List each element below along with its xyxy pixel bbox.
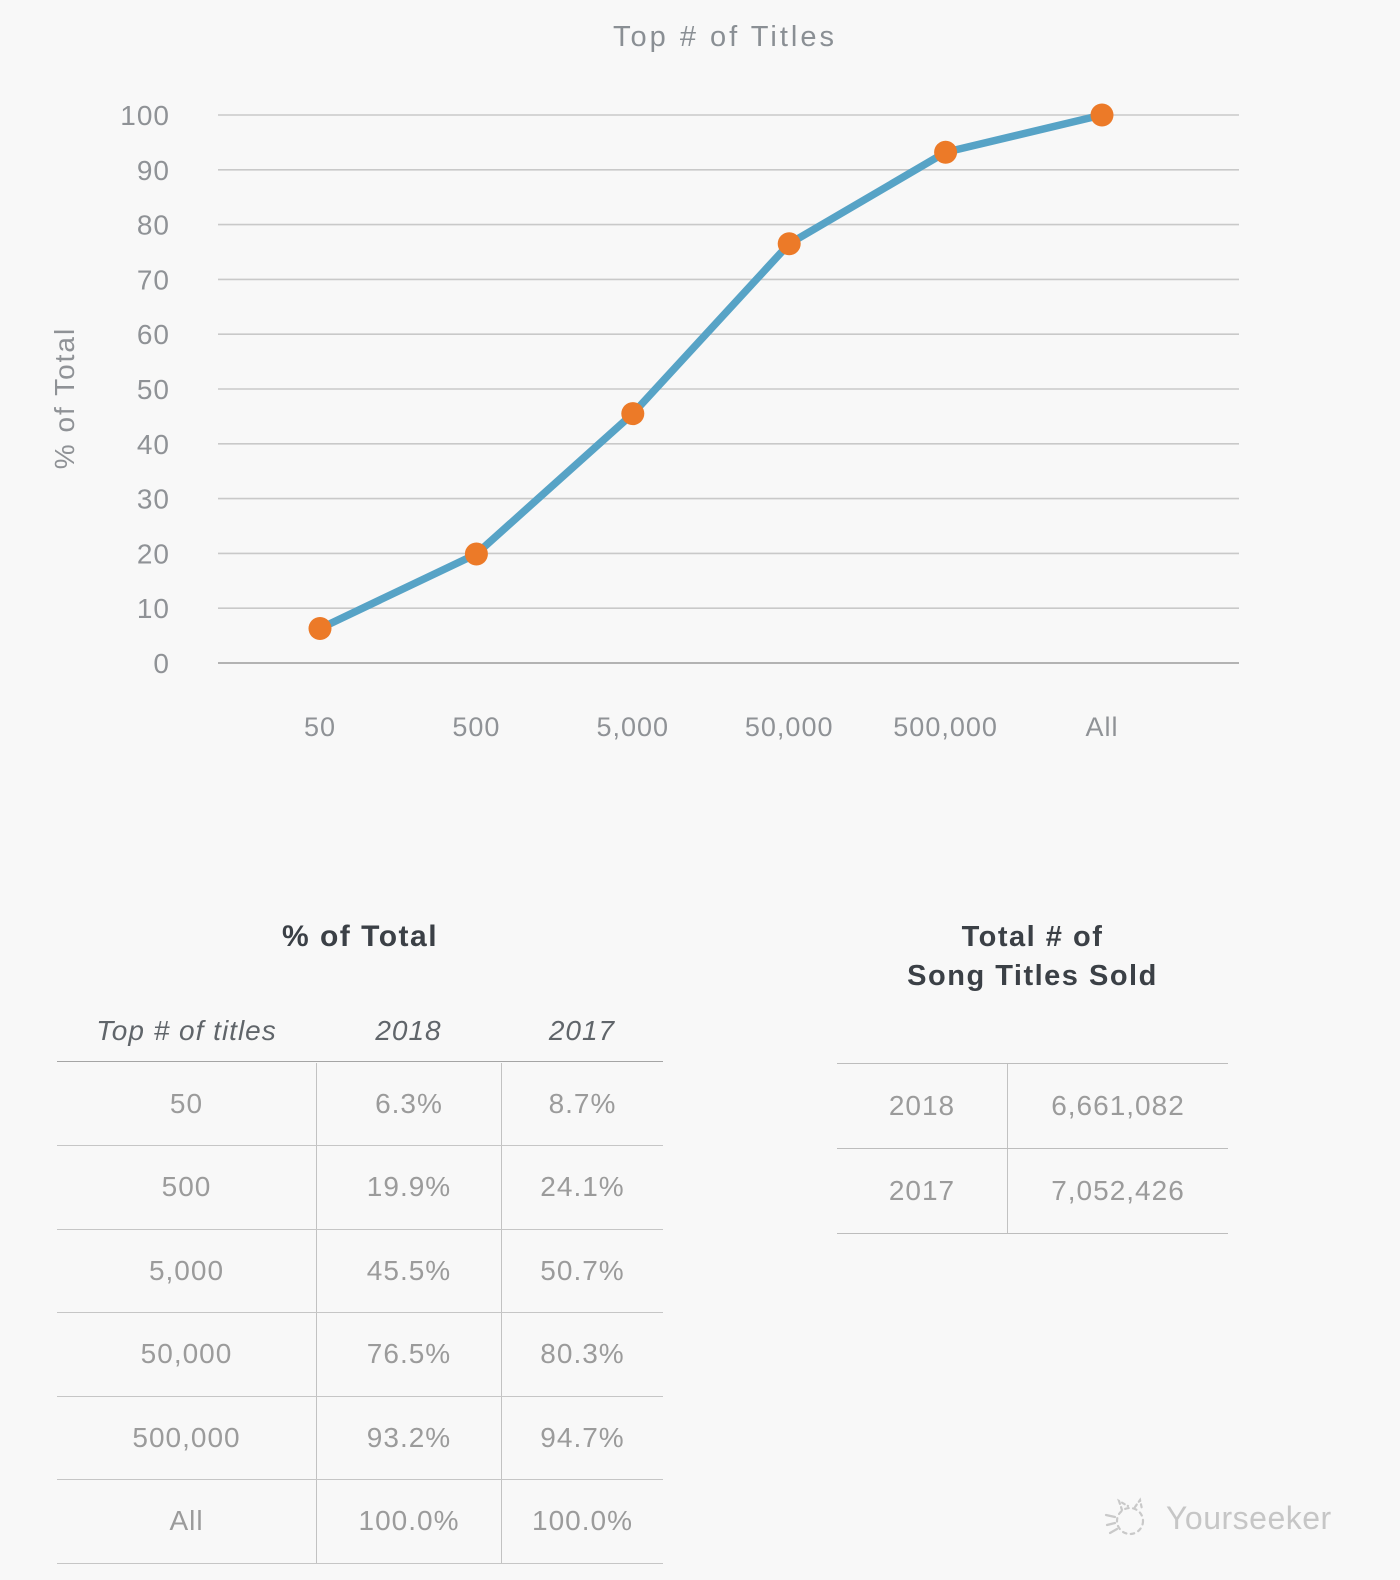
table-row: All 100.0% 100.0% [57,1480,663,1564]
data-point [777,232,801,256]
totals-title-line1: Total # of [961,921,1104,953]
x-tick-label: 50,000 [745,712,834,742]
data-point [1090,103,1114,127]
x-tick-label: 5,000 [597,712,670,742]
row-label: 500 [161,1171,212,1203]
percent-table-body: 50 6.3% 8.7% 500 19.9% 24.1% 5,000 45.5%… [57,1062,663,1564]
row-label: 50 [169,1087,204,1119]
chart-title: Top # of Titles [613,21,837,53]
titles-sold-value: 6,661,082 [1007,1063,1228,1148]
value-2017: 50.7% [501,1229,663,1312]
value-2018: 76.5% [316,1313,501,1396]
column-header-2017: 2017 [548,1014,616,1046]
data-point [464,542,488,566]
value-2018: 100.0% [316,1480,501,1563]
value-2018: 93.2% [316,1396,501,1479]
y-tick-label: 30 [137,484,170,515]
y-tick-label: 50 [137,374,170,405]
x-tick-label: All [1085,712,1118,742]
y-axis-label: % of Total [49,327,80,469]
percent-table-header-row: Top # of titles 2018 2017 [57,1000,663,1062]
data-point [621,402,645,426]
x-tick-label: 500 [452,712,500,742]
y-tick-label: 100 [120,100,170,131]
table-row: 2017 7,052,426 [837,1148,1228,1234]
value-2018: 19.9% [316,1146,501,1229]
row-label: 500,000 [132,1421,241,1453]
year-label: 2018 [888,1089,956,1121]
cat-icon [1104,1497,1145,1536]
column-header-top-titles: Top # of titles [96,1014,277,1046]
row-label: 5,000 [148,1254,225,1286]
y-tick-label: 70 [137,264,170,295]
table-row: 50 6.3% 8.7% [57,1062,663,1146]
titles-sold-value: 7,052,426 [1007,1148,1228,1233]
table-row: 500 19.9% 24.1% [57,1146,663,1230]
value-2018: 45.5% [316,1229,501,1312]
value-2018: 6.3% [316,1062,501,1145]
table-row: 5,000 45.5% 50.7% [57,1229,663,1313]
watermark-text: Yourseeker [1166,1499,1332,1536]
percent-table-title: % of Total [281,920,439,953]
series-line-2018 [316,111,1106,633]
totals-table-body: 2018 6,661,082 2017 7,052,426 [837,1062,1228,1234]
row-label: 50,000 [140,1338,233,1370]
data-point [308,616,332,640]
year-label: 2017 [888,1174,956,1206]
table-row: 2018 6,661,082 [837,1063,1228,1149]
column-header-2018: 2018 [375,1014,442,1046]
value-2017: 24.1% [501,1146,663,1229]
y-tick-label: 40 [137,429,170,460]
y-tick-label: 60 [137,319,170,350]
y-tick-label: 20 [137,538,170,569]
value-2017: 94.7% [501,1396,663,1479]
value-2017: 8.7% [501,1062,663,1145]
totals-table-title: Total # of Song Titles Sold [837,918,1228,996]
yourseeker-logo: Yourseeker [1102,1492,1362,1544]
table-row: 500,000 93.2% 94.7% [57,1396,663,1480]
data-point [934,140,958,164]
y-tick-label: 10 [137,593,170,624]
x-tick-label: 500,000 [893,712,998,742]
line-chart: 0 10 20 30 40 50 60 70 80 90 100 50 500 5,000 50,000 50… [49,21,1239,742]
x-tick-label: 50 [304,712,336,742]
y-tick-label: 90 [137,155,170,186]
y-tick-label: 80 [137,210,170,241]
row-label: All [169,1505,204,1537]
totals-title-line2: Song Titles Sold [907,960,1158,992]
table-row: 50,000 76.5% 80.3% [57,1313,663,1397]
value-2017: 100.0% [501,1480,663,1563]
value-2017: 80.3% [501,1313,663,1396]
y-tick-label: 0 [153,648,170,679]
